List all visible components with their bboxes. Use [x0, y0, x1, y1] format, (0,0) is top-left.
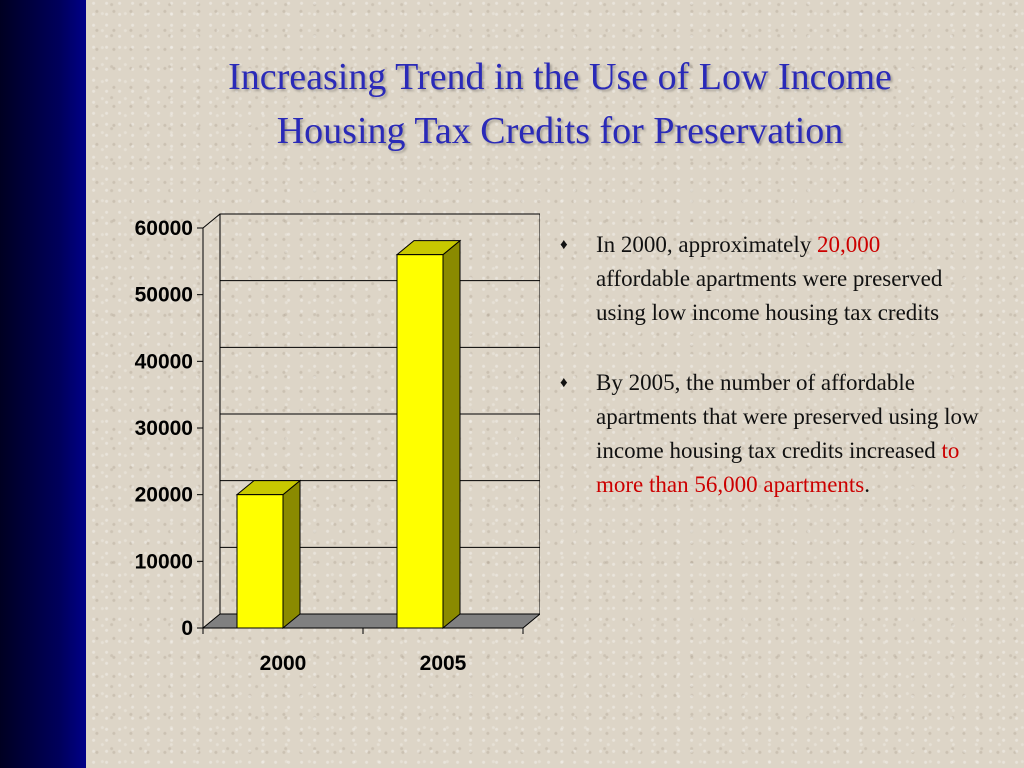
bullet-highlight: to more than 56,000 apartments — [596, 438, 960, 497]
side-wall-edge — [202, 213, 221, 229]
sidebar-band — [0, 0, 86, 768]
bullet-item: ♦ In 2000, approximately 20,000 affordab… — [560, 228, 980, 330]
bullet-text: By 2005, the number of affordable apartm… — [596, 370, 979, 463]
slide-title: Increasing Trend in the Use of Low Incom… — [110, 50, 1010, 158]
diamond-bullet-icon: ♦ — [560, 237, 568, 253]
title-line-1: Increasing Trend in the Use of Low Incom… — [228, 56, 892, 98]
bullet-text-end: affordable apartments were preserved usi… — [596, 266, 943, 325]
bullet-list: ♦ In 2000, approximately 20,000 affordab… — [560, 228, 980, 538]
y-tick-label: 60000 — [135, 217, 193, 240]
bar-chart: 0 10000 20000 30000 40000 50000 60000 2000 2005 — [135, 213, 540, 675]
bar-side — [442, 239, 461, 630]
y-tick-label: 10000 — [135, 550, 193, 573]
x-tick-label: 2005 — [420, 652, 467, 675]
bullet-text-end: . — [864, 472, 871, 497]
y-tick-label: 20000 — [135, 484, 193, 507]
bar-2005 — [396, 254, 444, 629]
bullet-highlight: 20,000 — [817, 232, 881, 257]
y-tick-label: 30000 — [135, 417, 193, 440]
bar-side — [282, 479, 301, 630]
x-tick-label: 2000 — [260, 652, 307, 675]
diamond-bullet-icon: ♦ — [560, 375, 568, 391]
y-tick-label: 50000 — [135, 284, 193, 307]
title-line-2: Housing Tax Credits for Preservation — [276, 110, 844, 152]
y-tick-label: 0 — [181, 617, 193, 640]
bullet-item: ♦ By 2005, the number of affordable apar… — [560, 366, 980, 502]
bar-2000 — [236, 494, 284, 629]
y-tick-label: 40000 — [135, 350, 193, 373]
bullet-text: In 2000, approximately — [596, 232, 818, 257]
